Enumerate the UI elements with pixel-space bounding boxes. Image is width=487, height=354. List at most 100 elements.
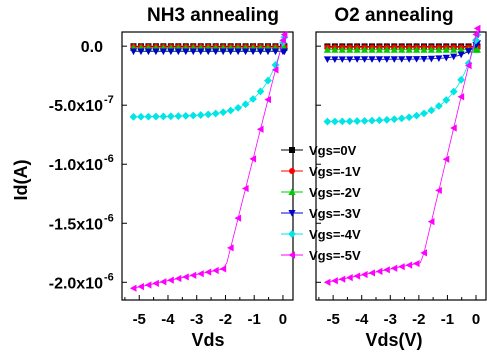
data-point bbox=[442, 96, 451, 104]
data-point bbox=[137, 282, 144, 291]
series-Vgs=-4V bbox=[129, 33, 289, 121]
legend-marker bbox=[288, 210, 296, 217]
data-point bbox=[264, 48, 272, 56]
y-tick-label: -5.0x10 bbox=[49, 98, 103, 115]
data-point bbox=[241, 184, 249, 193]
x-tick-label: -3 bbox=[384, 311, 397, 328]
legend: Vgs=0V Vgs=-1V Vgs=-2V Vgs=-3V Vgs=-4V Vgs=-5… bbox=[281, 143, 361, 263]
x-tick-label: -5 bbox=[326, 311, 339, 328]
data-point bbox=[420, 46, 428, 53]
data-point bbox=[346, 46, 354, 53]
data-point bbox=[280, 48, 288, 56]
y-tick-label: -2.0x10 bbox=[49, 275, 103, 292]
data-point bbox=[256, 87, 265, 96]
panel-o2: O2 annealing -5 -4 -3 -2 -1 0 Vds(V) bbox=[315, 5, 487, 350]
data-point bbox=[271, 66, 279, 74]
plot-frame-o2 bbox=[315, 31, 487, 301]
y-tick-exponent: -6 bbox=[104, 271, 114, 283]
data-point bbox=[338, 275, 346, 283]
data-point bbox=[368, 56, 376, 63]
data-point bbox=[390, 264, 398, 272]
data-point bbox=[279, 36, 286, 44]
data-point bbox=[375, 46, 384, 53]
data-point bbox=[204, 268, 212, 276]
data-point bbox=[398, 56, 406, 63]
legend-label: Vgs=-2V bbox=[309, 185, 361, 200]
panel-title-o2: O2 annealing bbox=[334, 5, 453, 26]
data-point bbox=[249, 155, 257, 163]
data-point bbox=[360, 116, 369, 125]
data-point bbox=[420, 109, 428, 118]
data-point bbox=[323, 56, 332, 63]
data-point bbox=[473, 46, 482, 53]
data-point bbox=[442, 46, 450, 53]
series-Vgs=-3V bbox=[129, 48, 288, 56]
x-tick-label: -1 bbox=[441, 311, 454, 328]
data-point bbox=[249, 48, 257, 56]
data-point bbox=[256, 125, 264, 133]
data-point bbox=[464, 61, 472, 70]
legend-marker bbox=[289, 147, 295, 153]
data-point bbox=[159, 48, 167, 56]
data-point bbox=[353, 46, 361, 53]
x-tick-label: 0 bbox=[472, 311, 480, 328]
data-point bbox=[330, 117, 339, 126]
data-point bbox=[405, 261, 413, 269]
data-point bbox=[212, 266, 219, 275]
series-marks-nh3 bbox=[129, 30, 289, 292]
y-tick-exponent: -7 bbox=[104, 94, 114, 106]
data-point bbox=[264, 95, 271, 104]
data-point bbox=[383, 56, 391, 63]
x-tick-label: 0 bbox=[279, 311, 287, 328]
data-point bbox=[152, 48, 160, 56]
data-point bbox=[346, 56, 354, 63]
data-point bbox=[368, 116, 376, 125]
panel-title-nh3: NH3 annealing bbox=[147, 5, 279, 26]
data-point bbox=[323, 46, 332, 53]
data-point bbox=[189, 48, 197, 56]
data-point bbox=[353, 272, 361, 280]
data-point bbox=[412, 46, 421, 53]
data-point bbox=[435, 186, 442, 195]
data-point bbox=[144, 281, 152, 289]
y-axis-ticks: 0.0-5.0x10 -7-1.0x10 -6-1.5x10 -6-2.0x10 -6 bbox=[49, 39, 114, 292]
x-tick-label: -4 bbox=[161, 311, 175, 328]
data-point bbox=[390, 56, 398, 63]
y-tick-label: -1.5x10 bbox=[49, 216, 103, 233]
series-Vgs=-5V bbox=[129, 30, 288, 292]
data-point bbox=[464, 48, 473, 55]
legend-label: Vgs=-4V bbox=[309, 227, 361, 242]
data-point bbox=[219, 48, 227, 56]
data-point bbox=[383, 46, 391, 53]
legend-marker bbox=[288, 230, 296, 238]
data-point bbox=[234, 214, 242, 222]
x-axis-label-nh3: Vds bbox=[191, 330, 224, 350]
x-axis-label-o2: Vds(V) bbox=[365, 330, 422, 350]
data-point bbox=[280, 30, 288, 39]
data-point bbox=[182, 48, 190, 56]
data-point bbox=[182, 273, 189, 281]
data-point bbox=[174, 48, 182, 56]
x-tick-label: -5 bbox=[133, 311, 146, 328]
data-point bbox=[353, 117, 362, 125]
x-tick-label: -2 bbox=[219, 311, 232, 328]
data-point bbox=[457, 75, 466, 84]
data-point bbox=[353, 56, 361, 63]
x-axis-ticks-nh3: -5 -4 -3 -2 -1 0 bbox=[122, 45, 287, 328]
data-point bbox=[390, 46, 398, 53]
data-point bbox=[144, 112, 153, 121]
data-point bbox=[435, 55, 443, 62]
data-point bbox=[345, 117, 354, 126]
data-point bbox=[390, 115, 399, 124]
legend-label: Vgs=-5V bbox=[309, 248, 361, 263]
data-point bbox=[427, 55, 436, 63]
data-point bbox=[427, 106, 436, 115]
data-point bbox=[129, 284, 137, 292]
data-point bbox=[457, 51, 465, 59]
data-point bbox=[338, 56, 346, 63]
data-point bbox=[234, 103, 243, 112]
data-point bbox=[412, 56, 421, 63]
data-point bbox=[129, 112, 138, 121]
panel-nh3: NH3 annealing -5 -4 -3 -2 -1 0 Vds bbox=[121, 5, 294, 350]
